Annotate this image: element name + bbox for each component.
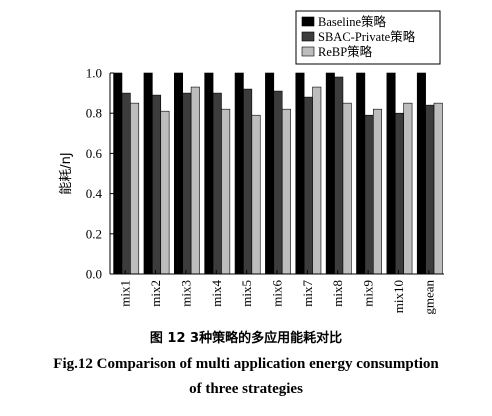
x-tick-label-mix8: mix8 bbox=[330, 280, 345, 307]
bar-mix6-series-1 bbox=[265, 72, 275, 275]
bar-mix9-series-1 bbox=[356, 72, 366, 275]
y-tick-label: 0.4 bbox=[86, 186, 103, 201]
axes-layer: 0.0 0.2 0.4 0.6 0.8 1.0 能耗/nJ mix1 mix2 mix3 mix4 m… bbox=[59, 66, 444, 315]
bar-mix10-series-1 bbox=[386, 72, 396, 275]
y-tick-label: 0.6 bbox=[86, 146, 103, 161]
bar-mix7-series-2 bbox=[303, 96, 313, 275]
bar-mix9-series-3 bbox=[372, 108, 382, 275]
x-tick-label-mix10: mix10 bbox=[391, 280, 406, 313]
bar-mix1-series-1 bbox=[113, 72, 123, 275]
bar-mix7-series-3 bbox=[312, 86, 322, 275]
x-tick-label-gmean: gmean bbox=[421, 280, 436, 315]
bar-mix8-series-1 bbox=[325, 72, 335, 275]
legend-swatch-3 bbox=[301, 46, 315, 57]
x-tick-label-mix4: mix4 bbox=[209, 280, 224, 307]
bar-mix3-series-2 bbox=[182, 92, 192, 275]
x-tick-label-mix9: mix9 bbox=[361, 280, 376, 307]
y-tick-label: 0.8 bbox=[86, 106, 102, 121]
bar-gmean-series-1 bbox=[416, 72, 426, 275]
bar-mix5-series-1 bbox=[234, 72, 244, 275]
bar-mix4-series-2 bbox=[212, 92, 222, 275]
y-axis-label: 能耗/nJ bbox=[59, 152, 74, 194]
bar-mix1-series-2 bbox=[121, 92, 131, 275]
x-tick-label-mix2: mix2 bbox=[148, 280, 163, 307]
bar-mix8-series-3 bbox=[342, 102, 352, 275]
bar-mix6-series-2 bbox=[273, 90, 283, 275]
figure-caption-chinese: 图 12 3种策略的多应用能耗对比 bbox=[149, 331, 343, 346]
bar-mix5-series-2 bbox=[243, 88, 253, 275]
legend-swatch-1 bbox=[301, 16, 315, 27]
bar-gmean-series-3 bbox=[433, 102, 443, 275]
bar-mix2-series-2 bbox=[152, 94, 162, 275]
legend-swatch-2 bbox=[301, 31, 315, 42]
x-tick-label-mix1: mix1 bbox=[118, 280, 133, 307]
bar-mix10-series-2 bbox=[394, 112, 404, 275]
energy-bar-chart: 0.0 0.2 0.4 0.6 0.8 1.0 能耗/nJ mix1 mix2 mix3 mix4 m… bbox=[59, 10, 444, 315]
legend-label-1: Baseline策略 bbox=[318, 14, 387, 29]
y-tick-label: 1.0 bbox=[86, 66, 102, 81]
bar-mix2-series-3 bbox=[160, 110, 170, 275]
bars-layer bbox=[113, 72, 443, 275]
legend-box bbox=[295, 10, 441, 65]
bar-mix6-series-3 bbox=[281, 108, 291, 275]
y-tick-label: 0.2 bbox=[86, 226, 102, 241]
bar-mix4-series-1 bbox=[204, 72, 214, 275]
x-tick-label-mix5: mix5 bbox=[239, 280, 254, 307]
y-tick-label: 0.0 bbox=[86, 267, 102, 282]
bar-mix7-series-1 bbox=[295, 72, 305, 275]
x-tick-label-mix7: mix7 bbox=[300, 280, 315, 307]
legend-label-2: SBAC-Private策略 bbox=[318, 29, 416, 44]
x-tick-label-mix6: mix6 bbox=[270, 280, 285, 307]
bar-mix2-series-1 bbox=[143, 72, 153, 275]
bar-mix9-series-2 bbox=[364, 114, 374, 275]
bar-gmean-series-2 bbox=[425, 104, 435, 275]
bar-mix1-series-3 bbox=[130, 102, 140, 275]
bar-mix3-series-1 bbox=[174, 72, 184, 275]
legend-label-3: ReBP策略 bbox=[318, 44, 373, 59]
figure-caption-english-continued: of three strategies bbox=[189, 381, 303, 397]
bar-mix4-series-3 bbox=[221, 108, 231, 275]
figure-caption-english: Fig.12 Comparison of multi application e… bbox=[53, 356, 439, 372]
bar-mix10-series-3 bbox=[403, 102, 413, 275]
bar-mix8-series-2 bbox=[334, 76, 344, 275]
bar-mix3-series-3 bbox=[190, 86, 200, 275]
x-tick-label-mix3: mix3 bbox=[178, 280, 193, 307]
bar-mix5-series-3 bbox=[251, 114, 261, 275]
